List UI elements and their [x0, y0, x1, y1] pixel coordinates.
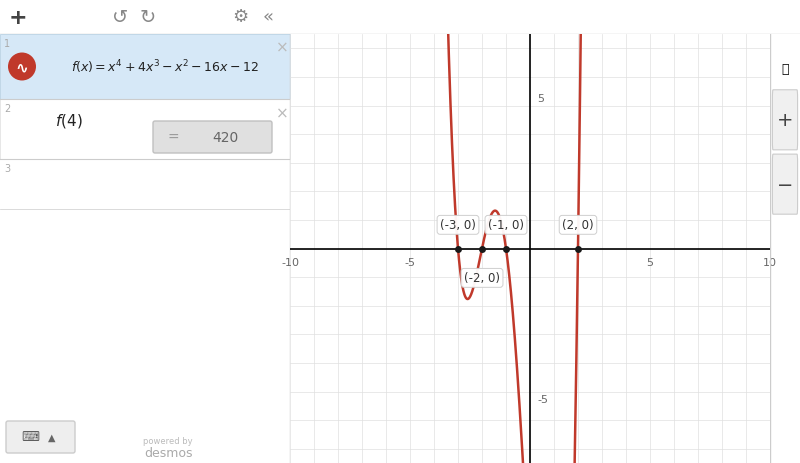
Text: 10: 10 — [763, 257, 777, 268]
Text: +: + — [9, 7, 27, 27]
Circle shape — [8, 53, 36, 81]
Text: (-1, 0): (-1, 0) — [488, 219, 524, 232]
Text: powered by: powered by — [143, 437, 193, 445]
Text: 2: 2 — [4, 104, 10, 114]
Text: ↺: ↺ — [112, 8, 128, 27]
FancyBboxPatch shape — [153, 122, 272, 154]
FancyBboxPatch shape — [6, 421, 75, 453]
Text: 1: 1 — [4, 39, 10, 49]
Text: +: + — [777, 111, 794, 130]
Text: «: « — [262, 8, 274, 26]
Text: 5: 5 — [646, 257, 654, 268]
Text: $f(4)$: $f(4)$ — [55, 112, 82, 130]
Text: 5: 5 — [538, 94, 544, 103]
Text: 3: 3 — [4, 163, 10, 174]
Text: ×: × — [276, 106, 288, 121]
Text: -5: -5 — [405, 257, 415, 268]
Text: ×: × — [276, 41, 288, 56]
Text: (-2, 0): (-2, 0) — [464, 272, 500, 285]
Text: (2, 0): (2, 0) — [562, 219, 594, 232]
Text: ∿: ∿ — [16, 60, 28, 75]
Text: desmos: desmos — [144, 446, 193, 459]
FancyBboxPatch shape — [773, 91, 798, 150]
Text: 🔧: 🔧 — [782, 63, 789, 75]
FancyBboxPatch shape — [0, 100, 290, 160]
Text: −: − — [777, 175, 793, 194]
Text: $f(x) = x^4 + 4x^3 - x^2 - 16x - 12$: $f(x) = x^4 + 4x^3 - x^2 - 16x - 12$ — [71, 59, 259, 76]
Text: ⚙: ⚙ — [232, 8, 248, 26]
Text: -5: -5 — [538, 394, 548, 405]
Text: -10: -10 — [281, 257, 299, 268]
Text: (-3, 0): (-3, 0) — [440, 219, 476, 232]
FancyBboxPatch shape — [773, 155, 798, 215]
FancyBboxPatch shape — [0, 35, 290, 100]
Text: ▲: ▲ — [48, 432, 56, 442]
Text: =: = — [167, 131, 179, 144]
Text: ↻: ↻ — [140, 8, 156, 27]
Text: ⌨: ⌨ — [21, 431, 39, 444]
Text: 420: 420 — [212, 131, 238, 144]
